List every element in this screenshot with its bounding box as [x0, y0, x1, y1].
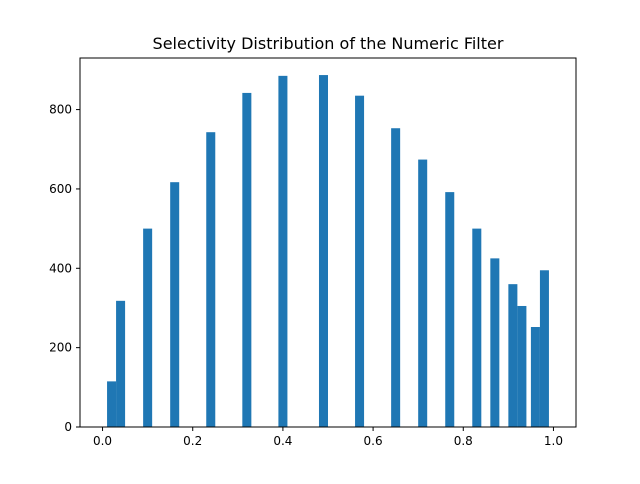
x-tick-label: 0.0 — [93, 434, 112, 448]
x-axis-ticks: 0.0 0.2 0.4 0.6 0.8 1.0 — [93, 427, 563, 448]
y-tick-label: 800 — [49, 103, 72, 117]
histogram-bar-6 — [278, 75, 288, 427]
y-tick-label: 400 — [49, 261, 72, 275]
histogram-bar-11 — [445, 192, 455, 427]
histogram-bar-4 — [206, 132, 216, 427]
histogram-bar-8 — [355, 95, 365, 427]
histogram-bar-5 — [242, 92, 252, 428]
histogram-bar-10 — [418, 159, 428, 427]
chart-title: Selectivity Distribution of the Numeric … — [153, 34, 504, 53]
histogram-bar-15 — [517, 305, 527, 427]
x-tick-label: 0.8 — [454, 434, 473, 448]
histogram-bar-7 — [318, 75, 328, 427]
x-tick-label: 0.4 — [273, 434, 292, 448]
y-tick-label: 200 — [49, 341, 72, 355]
plot-frame — [79, 57, 577, 428]
bars-layer — [107, 75, 549, 428]
histogram-bar-13 — [490, 258, 500, 427]
histogram-bar-1 — [116, 300, 126, 427]
x-tick-label: 1.0 — [544, 434, 563, 448]
histogram-bar-3 — [170, 182, 180, 427]
x-tick-label: 0.2 — [183, 434, 202, 448]
histogram-bar-16 — [530, 327, 540, 427]
histogram-bar-12 — [472, 228, 482, 427]
histogram-bar-0 — [107, 381, 117, 427]
x-tick-label: 0.6 — [364, 434, 383, 448]
histogram-bar-17 — [539, 270, 549, 427]
histogram-bar-9 — [391, 128, 401, 428]
y-tick-label: 0 — [64, 420, 72, 434]
y-tick-label: 600 — [49, 182, 72, 196]
histogram-bar-2 — [143, 228, 153, 427]
histogram-bar-14 — [508, 284, 518, 427]
y-axis-ticks: 0 200 400 600 800 — [49, 103, 80, 434]
